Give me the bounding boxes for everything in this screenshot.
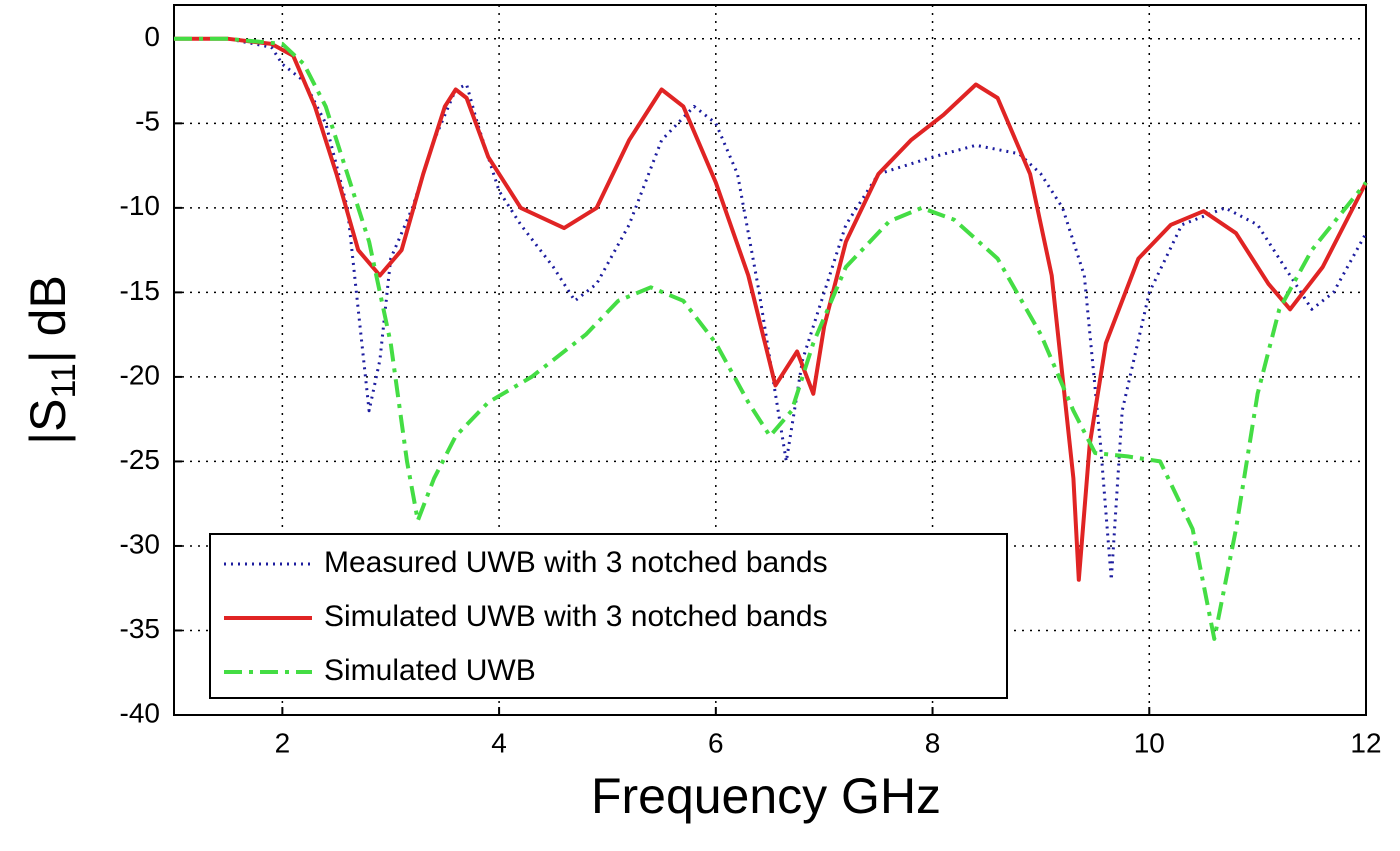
legend-label: Measured UWB with 3 notched bands: [324, 546, 828, 579]
plot-frame: [173, 4, 1367, 716]
y-axis-label: |S11| dB: [20, 275, 83, 445]
series-line: [174, 37, 1368, 582]
x-axis-label: Frequency GHz: [591, 768, 941, 824]
y-tick-label: -30: [120, 528, 160, 559]
y-tick-label: -25: [120, 444, 160, 475]
series-line: [174, 36, 1368, 641]
y-tick-label: 0: [144, 21, 160, 52]
y-label-part: |S: [20, 399, 76, 445]
y-tick-label: -10: [120, 190, 160, 221]
y-label-part: | dB: [20, 275, 76, 363]
x-tick-label: 12: [1350, 727, 1381, 758]
x-tick-label: 4: [491, 727, 507, 758]
legend-label: Simulated UWB with 3 notched bands: [324, 600, 828, 633]
y-label-subscript: 11: [45, 363, 83, 398]
x-tick-label: 2: [275, 727, 291, 758]
series-line: [174, 36, 1368, 582]
y-tick-label: -20: [120, 359, 160, 390]
y-tick-label: -15: [120, 275, 160, 306]
x-tick-label: 10: [1134, 727, 1165, 758]
legend-box: [209, 533, 1008, 699]
x-tick-label: 6: [708, 727, 724, 758]
y-tick-label: -35: [120, 613, 160, 644]
y-tick-label: -40: [120, 697, 160, 728]
legend-label: Simulated UWB: [324, 654, 536, 687]
x-tick-label: 8: [925, 727, 941, 758]
y-tick-label: -5: [135, 106, 160, 137]
